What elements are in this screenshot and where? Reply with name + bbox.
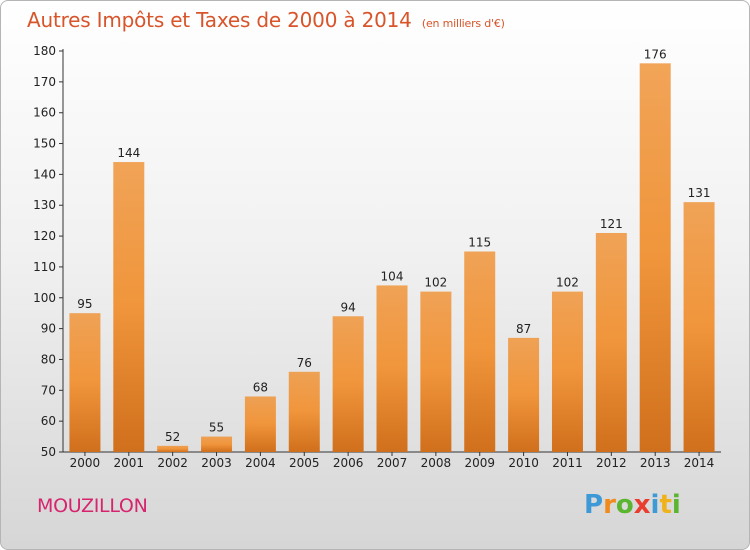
logo-letter: x bbox=[633, 490, 651, 520]
x-tick-label: 2001 bbox=[114, 456, 145, 470]
y-tick-label: 50 bbox=[41, 445, 56, 459]
x-tick-label: 2014 bbox=[684, 456, 715, 470]
bar-value-label: 104 bbox=[381, 269, 404, 283]
bar-value-label: 115 bbox=[468, 236, 491, 250]
y-tick-label: 170 bbox=[33, 75, 56, 89]
bar-value-label: 94 bbox=[340, 300, 355, 314]
bar-value-label: 55 bbox=[209, 421, 224, 435]
chart-title-text: Autres Impôts et Taxes de 2000 à 2014 bbox=[27, 8, 412, 32]
bar bbox=[508, 337, 540, 452]
bar-value-label: 95 bbox=[77, 297, 92, 311]
bar bbox=[201, 436, 233, 452]
x-tick-label: 2010 bbox=[508, 456, 539, 470]
bar bbox=[288, 371, 320, 452]
bar bbox=[551, 291, 583, 452]
bar bbox=[639, 63, 671, 452]
bar bbox=[376, 285, 408, 452]
chart-unit-label: (en milliers d'€) bbox=[421, 17, 505, 30]
bar-value-label: 144 bbox=[117, 146, 140, 160]
bar bbox=[244, 396, 276, 452]
bar bbox=[683, 202, 715, 452]
y-tick-label: 80 bbox=[41, 352, 56, 366]
bar-value-label: 102 bbox=[424, 276, 447, 290]
y-tick-label: 100 bbox=[33, 291, 56, 305]
chart-title: Autres Impôts et Taxes de 2000 à 2014 (e… bbox=[27, 8, 505, 32]
commune-name: MOUZILLON bbox=[37, 495, 148, 517]
x-tick-label: 2003 bbox=[201, 456, 232, 470]
bar-value-label: 68 bbox=[253, 380, 268, 394]
bar bbox=[69, 313, 101, 452]
x-tick-label: 2004 bbox=[245, 456, 276, 470]
logo-letter: r bbox=[603, 490, 616, 520]
x-tick-label: 2008 bbox=[421, 456, 452, 470]
bar-value-label: 102 bbox=[556, 276, 579, 290]
y-tick-label: 140 bbox=[33, 167, 56, 181]
bar bbox=[113, 162, 145, 453]
proxiti-logo: Proxiti bbox=[584, 490, 681, 520]
logo-letter: P bbox=[584, 490, 604, 520]
y-tick-label: 130 bbox=[33, 198, 56, 212]
logo-letter: t bbox=[659, 490, 672, 520]
logo-letter: i bbox=[650, 490, 660, 520]
y-tick-label: 90 bbox=[41, 322, 56, 336]
bar-value-label: 87 bbox=[516, 322, 531, 336]
logo-letter: i bbox=[671, 490, 681, 520]
bar-value-label: 176 bbox=[644, 47, 667, 61]
x-tick-label: 2000 bbox=[70, 456, 101, 470]
y-tick-label: 60 bbox=[41, 414, 56, 428]
y-tick-label: 70 bbox=[41, 383, 56, 397]
x-tick-label: 2011 bbox=[552, 456, 583, 470]
y-tick-label: 120 bbox=[33, 229, 56, 243]
bar bbox=[595, 232, 627, 452]
bar-value-label: 131 bbox=[688, 186, 711, 200]
y-tick-label: 160 bbox=[33, 106, 56, 120]
bar-value-label: 52 bbox=[165, 430, 180, 444]
x-tick-label: 2006 bbox=[333, 456, 364, 470]
y-tick-label: 180 bbox=[33, 44, 56, 58]
x-tick-label: 2012 bbox=[596, 456, 627, 470]
y-tick-label: 150 bbox=[33, 137, 56, 151]
y-tick-label: 110 bbox=[33, 260, 56, 274]
x-tick-label: 2007 bbox=[377, 456, 408, 470]
x-tick-label: 2009 bbox=[464, 456, 495, 470]
x-tick-label: 2005 bbox=[289, 456, 320, 470]
bar bbox=[464, 251, 496, 452]
bar bbox=[332, 316, 364, 452]
bar bbox=[420, 291, 452, 452]
bar-value-label: 121 bbox=[600, 217, 623, 231]
bar bbox=[157, 445, 189, 452]
logo-letter: o bbox=[615, 490, 634, 520]
bar-value-label: 76 bbox=[297, 356, 312, 370]
x-tick-label: 2013 bbox=[640, 456, 671, 470]
x-tick-label: 2002 bbox=[157, 456, 188, 470]
